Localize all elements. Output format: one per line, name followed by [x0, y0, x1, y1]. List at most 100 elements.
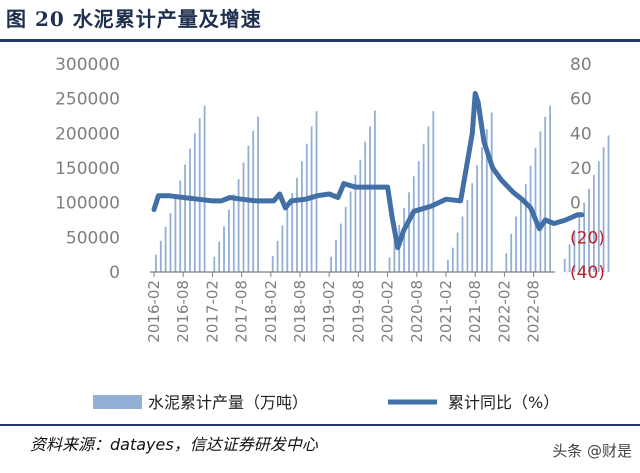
bar — [563, 258, 566, 272]
bar — [286, 208, 289, 272]
bar — [281, 225, 284, 272]
bar — [169, 213, 172, 272]
bar — [330, 256, 332, 272]
bar — [374, 110, 376, 272]
figure-title: 图 20 水泥累计产量及增速 — [6, 7, 262, 31]
bar — [344, 206, 347, 272]
x-tick-label: 2022-08 — [525, 280, 543, 343]
bar — [456, 232, 459, 272]
bar — [520, 199, 522, 272]
bar — [388, 257, 391, 272]
left-tick-label: 50000 — [66, 228, 120, 248]
bar — [593, 174, 595, 272]
x-tick-label: 2019-02 — [320, 280, 338, 343]
bar — [408, 192, 410, 272]
bar — [174, 197, 177, 272]
bar — [189, 148, 191, 272]
bar — [315, 111, 318, 272]
bar — [184, 164, 186, 272]
bar — [359, 159, 362, 272]
bar — [573, 230, 576, 272]
right-tick-label: 20 — [570, 159, 592, 179]
bar — [549, 105, 551, 272]
left-tick-label: 200000 — [55, 124, 120, 144]
right-tick-label: (20) — [570, 228, 605, 248]
x-tick-label: 2020-08 — [408, 280, 426, 343]
x-tick-label: 2018-02 — [262, 280, 280, 343]
bar — [354, 174, 357, 272]
bar — [232, 194, 235, 272]
bar — [432, 111, 435, 272]
bar — [369, 126, 371, 273]
bar — [417, 161, 420, 272]
x-tick-label: 2017-08 — [233, 280, 251, 343]
bar — [412, 176, 415, 272]
bar — [602, 147, 605, 272]
bar — [427, 126, 430, 273]
bar — [588, 188, 590, 272]
left-tick-label: 300000 — [55, 55, 120, 75]
left-tick-label: 0 — [109, 263, 120, 283]
bar — [301, 161, 303, 272]
x-tick-label: 2022-02 — [495, 280, 513, 343]
bar — [276, 240, 279, 272]
bottom-rule — [0, 424, 640, 426]
left-tick-label: 250000 — [55, 90, 120, 110]
bar — [529, 165, 532, 272]
bar — [515, 216, 517, 272]
watermark: 头条 @财是 — [552, 442, 632, 460]
left-axis-ticks: 300000 250000 200000 150000 100000 50000 0 — [55, 55, 120, 283]
bar — [476, 165, 478, 272]
bar — [242, 162, 245, 272]
bar — [291, 193, 294, 272]
bar — [203, 105, 206, 272]
bar — [213, 256, 216, 272]
right-tick-label: 40 — [570, 124, 592, 144]
right-axis-ticks: 80 60 40 20 0 (20) (40) — [570, 55, 605, 283]
bar — [218, 241, 221, 272]
x-tick-label: 2017-02 — [203, 280, 221, 343]
right-tick-label: 0 — [570, 194, 581, 214]
bar — [485, 129, 488, 272]
x-tick-label: 2021-08 — [466, 280, 484, 343]
bar — [228, 209, 230, 272]
bar — [339, 223, 342, 272]
left-tick-label: 100000 — [55, 194, 120, 214]
bar — [568, 244, 571, 272]
legend-bar-swatch — [93, 395, 142, 409]
bar — [247, 145, 250, 272]
title-rule — [0, 39, 640, 42]
bar — [583, 202, 586, 272]
bar — [164, 226, 167, 272]
bar-series — [155, 105, 610, 273]
bar — [237, 179, 240, 272]
bar — [607, 135, 610, 272]
bar — [471, 183, 474, 272]
bar — [257, 116, 259, 272]
right-tick-label: 60 — [570, 90, 592, 110]
bar — [271, 256, 274, 272]
bar — [597, 161, 600, 272]
bar — [179, 180, 182, 272]
bar — [578, 216, 581, 272]
bar — [451, 247, 454, 272]
x-axis-ticks: 2016-02 2016-08 2017-02 2017-08 2018-02 2018-… — [145, 272, 543, 343]
x-tick-label: 2020-02 — [379, 280, 397, 343]
bar — [305, 143, 308, 272]
x-tick-label: 2016-08 — [174, 280, 192, 343]
bar — [539, 131, 542, 272]
bar — [193, 133, 196, 272]
bar — [466, 199, 469, 272]
bar — [155, 254, 157, 272]
x-tick-label: 2018-08 — [291, 280, 309, 343]
bar — [364, 141, 367, 272]
bar — [505, 253, 508, 272]
bar — [403, 208, 405, 272]
growth-line — [151, 91, 585, 251]
bar — [223, 226, 225, 272]
bar — [524, 183, 527, 272]
bar — [490, 112, 493, 272]
bar — [447, 260, 449, 272]
right-tick-label: 80 — [570, 55, 592, 75]
